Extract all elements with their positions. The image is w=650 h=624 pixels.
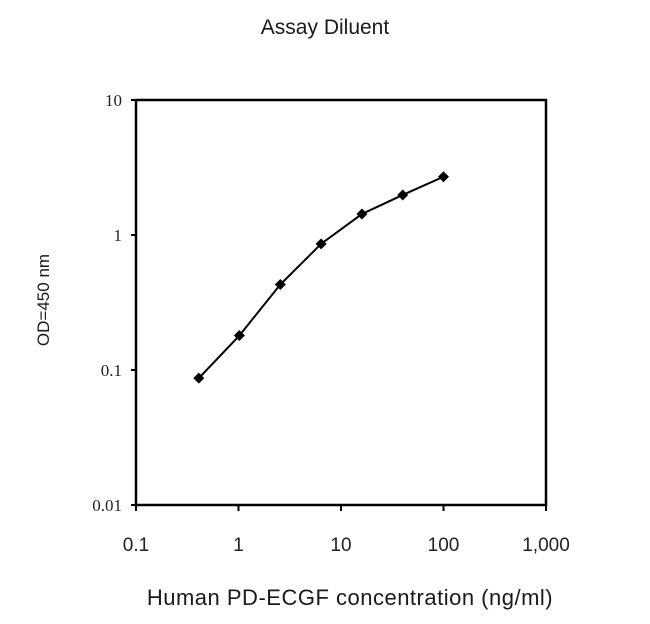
data-point-marker xyxy=(397,189,409,201)
x-tick-label: 100 xyxy=(428,535,460,556)
data-point-marker xyxy=(233,330,245,342)
chart-title: Assay Diluent xyxy=(260,16,390,39)
x-tick-label: 1,000 xyxy=(522,535,570,556)
y-tick-label: 0.01 xyxy=(92,496,122,515)
data-point-marker xyxy=(193,372,205,384)
x-axis-label: Human PD-ECGF concentration (ng/ml) xyxy=(146,585,554,610)
data-point-marker xyxy=(315,238,327,250)
data-point-marker xyxy=(438,171,449,183)
data-line xyxy=(198,175,444,379)
y-tick-label: 10 xyxy=(105,91,122,110)
y-tick-label: 0.1 xyxy=(101,361,122,380)
y-tick-label: 1 xyxy=(114,226,123,245)
x-tick-label: 0.1 xyxy=(123,535,149,556)
data-point-marker xyxy=(274,278,286,290)
plot-frame xyxy=(134,98,548,507)
x-tick-label: 1 xyxy=(233,535,244,556)
data-point-marker xyxy=(356,208,368,220)
x-tick-label: 10 xyxy=(330,535,351,556)
